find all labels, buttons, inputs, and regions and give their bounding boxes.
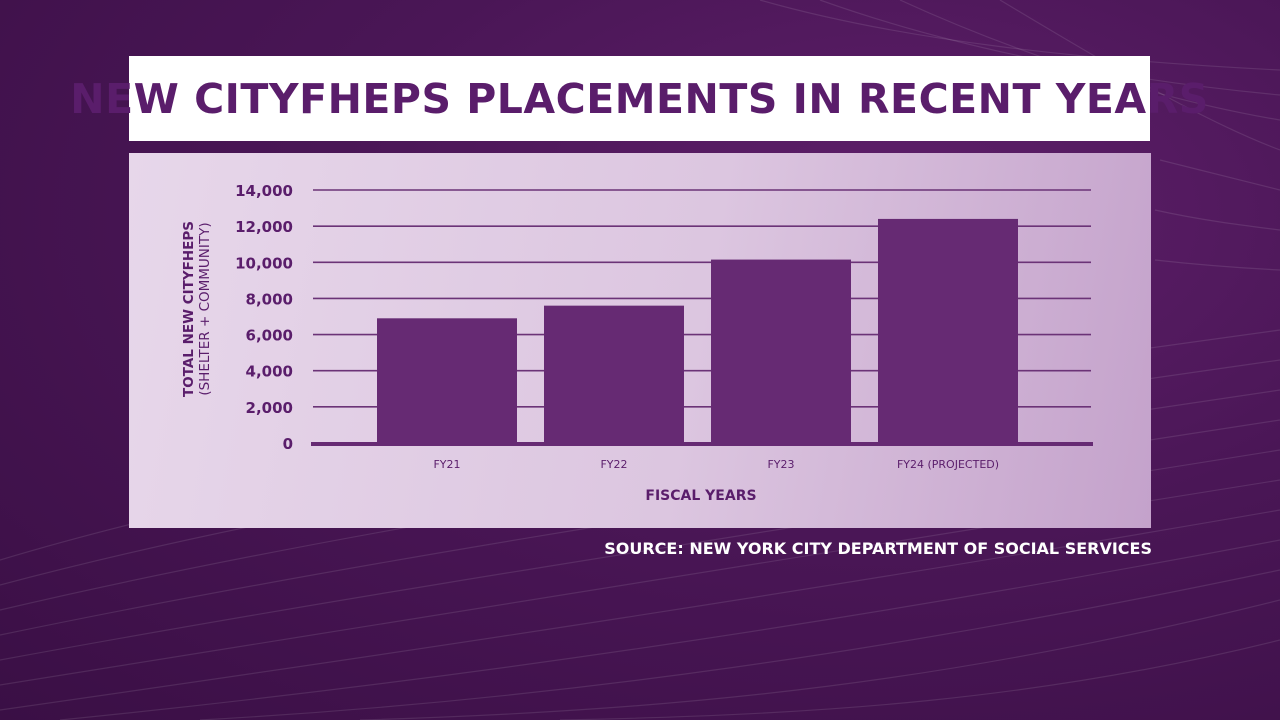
chart-panel: 0 2,000 4,000 6,000 8,000 10,000 12,000 14,000 … xyxy=(129,153,1151,528)
y-tick-label: 2,000 xyxy=(246,399,293,417)
y-axis-label: TOTAL NEW CITYFHEPS (SHELTER + COMMUNITY… xyxy=(181,221,213,397)
x-tick-labels: FY21 FY22 FY23 FY24 (PROJECTED) xyxy=(433,458,999,471)
y-tick-label: 12,000 xyxy=(235,218,293,236)
y-tick-label: 8,000 xyxy=(246,290,293,308)
bar-fy23 xyxy=(711,259,851,443)
x-axis-label: FISCAL YEARS xyxy=(645,488,756,504)
title-banner: NEW CITYFHEPS PLACEMENTS IN RECENT YEARS xyxy=(70,56,1208,141)
source-note: SOURCE: NEW YORK CITY DEPARTMENT OF SOCI… xyxy=(604,539,1152,558)
bar-fy24-projected xyxy=(878,218,1018,443)
y-axis-label-line-1: TOTAL NEW CITYFHEPS xyxy=(181,221,197,397)
x-tick-label: FY24 (PROJECTED) xyxy=(897,458,999,471)
y-tick-label: 14,000 xyxy=(235,182,293,200)
bar-fy22 xyxy=(544,305,684,443)
bar-chart: 02,0004,0006,0008,00010,00012,00014,000 … xyxy=(181,182,1093,504)
y-tick-label: 4,000 xyxy=(246,363,293,381)
chart-title: NEW CITYFHEPS PLACEMENTS IN RECENT YEARS xyxy=(70,74,1209,123)
y-tick-label: 10,000 xyxy=(235,254,293,272)
x-tick-label: FY23 xyxy=(767,458,794,471)
bars xyxy=(377,218,1018,443)
y-tick-label: 0 xyxy=(283,435,293,453)
x-tick-label: FY22 xyxy=(600,458,627,471)
y-tick-label: 6,000 xyxy=(246,327,293,345)
x-tick-label: FY21 xyxy=(433,458,460,471)
y-tick-labels: 0 2,000 4,000 6,000 8,000 10,000 12,000 14,000 xyxy=(235,182,293,453)
y-axis-label-line-2: (SHELTER + COMMUNITY) xyxy=(197,222,213,395)
bar-fy21 xyxy=(377,318,517,443)
